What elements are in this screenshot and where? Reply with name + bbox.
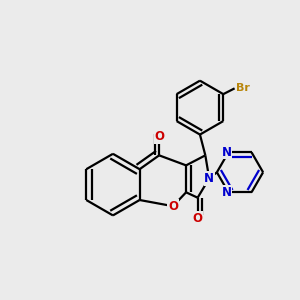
Text: N: N: [222, 186, 232, 199]
Text: Br: Br: [236, 83, 250, 93]
Text: O: O: [193, 212, 202, 225]
Text: N: N: [222, 146, 232, 159]
Text: O: O: [154, 130, 164, 143]
Text: O: O: [168, 200, 178, 213]
Text: N: N: [204, 172, 214, 185]
